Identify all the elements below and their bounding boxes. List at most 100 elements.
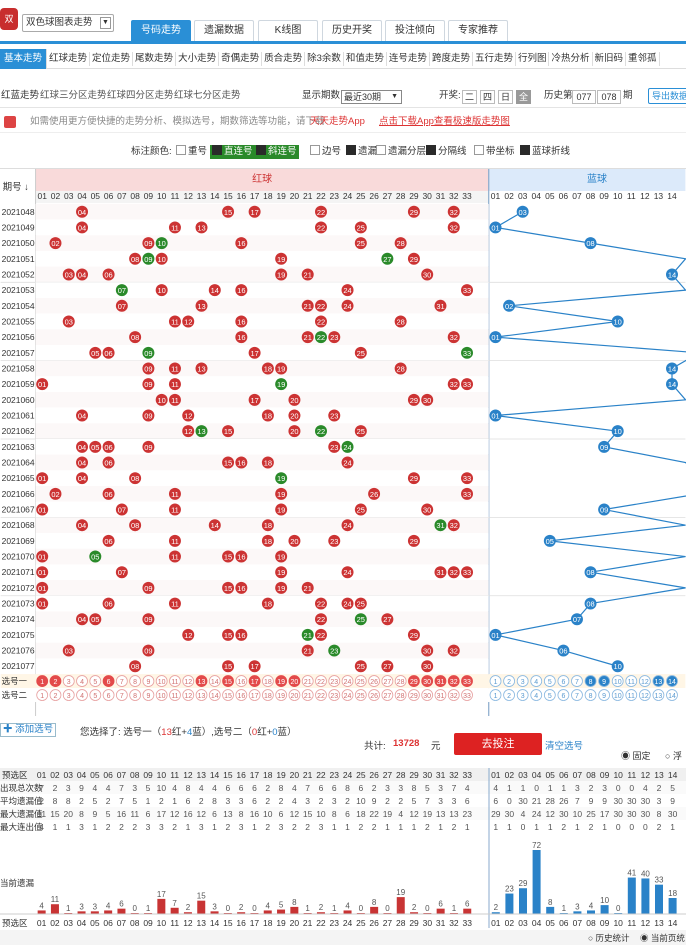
pick-blue-ball[interactable] <box>571 675 583 687</box>
pick-red-ball[interactable] <box>421 675 434 687</box>
pick-blue-ball[interactable] <box>557 689 570 701</box>
sub-nav-item-12[interactable]: 行列图 <box>516 52 550 66</box>
pick-red-ball[interactable] <box>434 689 447 701</box>
legend-toggle-0[interactable]: 重号 <box>176 142 207 162</box>
bet-button[interactable]: 去投注 <box>454 733 542 755</box>
pick-red-ball[interactable] <box>222 675 234 687</box>
pick-blue-ball[interactable] <box>543 675 556 687</box>
sub-nav-item-9[interactable]: 连号走势 <box>387 52 430 66</box>
pick-blue-ball[interactable] <box>598 689 611 701</box>
pick-red-ball[interactable] <box>328 675 341 687</box>
pick-red-ball[interactable] <box>142 675 155 687</box>
sub-nav-item-6[interactable]: 质合走势 <box>262 52 306 66</box>
sub-nav-item-3[interactable]: 尾数走势 <box>133 52 177 66</box>
sub-nav-item-8[interactable]: 和值走势 <box>344 52 387 66</box>
pick-red-ball[interactable] <box>62 689 75 701</box>
pick-red-ball[interactable] <box>76 689 88 701</box>
pick-red-ball[interactable] <box>301 689 314 701</box>
pick-red-ball[interactable] <box>341 675 354 687</box>
pick-red-ball[interactable] <box>129 689 142 701</box>
pick-red-ball[interactable] <box>394 675 407 687</box>
export-data-button[interactable]: 导出数据 <box>648 88 686 104</box>
pick-blue-ball[interactable] <box>666 675 678 687</box>
pick-red-ball[interactable] <box>49 689 62 701</box>
pick-red-ball[interactable] <box>341 689 354 701</box>
history-to-input[interactable]: 078 <box>597 90 621 104</box>
pick-red-ball[interactable] <box>195 675 208 687</box>
pick-blue-ball[interactable] <box>652 689 665 701</box>
pick-red-ball[interactable] <box>381 675 394 687</box>
pick-blue-ball[interactable] <box>516 675 529 687</box>
pick-red-ball[interactable] <box>315 675 327 687</box>
pick-red-ball[interactable] <box>102 675 115 687</box>
legend-toggle-7[interactable]: 带坐标 <box>474 142 515 162</box>
pick-red-ball[interactable] <box>315 689 327 701</box>
top-tab-4[interactable]: 投注倾向 <box>385 20 445 41</box>
sub-nav-item-7[interactable]: 除3余数 <box>305 52 344 66</box>
pick-red-ball[interactable] <box>115 675 128 687</box>
pick-red-ball[interactable] <box>222 689 234 701</box>
pick-red-ball[interactable] <box>49 675 62 687</box>
pick-red-ball[interactable] <box>434 675 447 687</box>
top-tab-0[interactable]: 号码走势 <box>131 20 191 41</box>
pick-red-ball[interactable] <box>354 675 367 687</box>
pick-red-ball[interactable] <box>129 675 142 687</box>
pick-blue-ball[interactable] <box>638 689 651 701</box>
pick-red-ball[interactable] <box>155 689 168 701</box>
download-app-link[interactable]: 天天走势App <box>310 116 365 127</box>
legend-toggle-1[interactable]: 直连号 <box>210 145 255 159</box>
pick-red-ball[interactable] <box>208 675 221 687</box>
pick-red-ball[interactable] <box>368 689 380 701</box>
pick-red-ball[interactable] <box>408 689 420 701</box>
pick-red-ball[interactable] <box>76 675 88 687</box>
pick-red-ball[interactable] <box>447 689 460 701</box>
pick-blue-ball[interactable] <box>652 675 665 687</box>
history-from-input[interactable]: 077 <box>572 90 596 104</box>
pick-red-ball[interactable] <box>381 689 394 701</box>
pick-red-ball[interactable] <box>182 689 195 701</box>
pick-red-ball[interactable] <box>275 689 288 701</box>
pick-red-ball[interactable] <box>195 689 208 701</box>
pick-red-ball[interactable] <box>169 675 181 687</box>
chart-type-select[interactable]: 双色球图表走势 ▼ <box>22 14 114 32</box>
filter-tue[interactable]: 二 <box>462 90 477 104</box>
pick-red-ball[interactable] <box>36 689 49 701</box>
pick-red-ball[interactable] <box>115 689 128 701</box>
sub-nav-item-4[interactable]: 大小走势 <box>176 52 220 66</box>
sub-nav-item-2[interactable]: 定位走势 <box>90 52 134 66</box>
legend-toggle-5[interactable]: 遗漏分层 <box>376 142 426 162</box>
pick-red-ball[interactable] <box>261 689 274 701</box>
pick-blue-ball[interactable] <box>598 675 611 687</box>
link-red-4zone[interactable]: 红球四分区走势 <box>107 90 174 101</box>
pick-red-ball[interactable] <box>89 689 102 701</box>
pick-red-ball[interactable] <box>248 689 261 701</box>
app-speed-link[interactable]: 点击下载App查看极速版走势图 <box>379 116 510 127</box>
legend-toggle-6[interactable]: 分隔线 <box>426 142 467 162</box>
pick-red-ball[interactable] <box>182 675 195 687</box>
pick-red-ball[interactable] <box>354 689 367 701</box>
top-tab-1[interactable]: 遗漏数据 <box>194 20 254 41</box>
link-red-7zone[interactable]: 红球七分区走势 <box>174 90 241 101</box>
pick-red-ball[interactable] <box>248 675 261 687</box>
pick-blue-ball[interactable] <box>611 675 624 687</box>
pick-red-ball[interactable] <box>89 675 102 687</box>
pick-red-ball[interactable] <box>62 675 75 687</box>
pick-blue-ball[interactable] <box>625 675 638 687</box>
top-tab-2[interactable]: K线图 <box>258 20 318 41</box>
link-red-3zone[interactable]: 红球三分区走势 <box>40 90 107 101</box>
clear-selection-link[interactable]: 清空选号 <box>545 741 584 752</box>
pick-blue-ball[interactable] <box>543 689 556 701</box>
pick-red-ball[interactable] <box>208 689 221 701</box>
legend-toggle-8[interactable]: 蓝球折线 <box>520 142 570 162</box>
pick-blue-ball[interactable] <box>638 675 651 687</box>
sub-nav-item-0[interactable]: 基本走势 <box>0 49 48 69</box>
sub-nav-item-14[interactable]: 新旧码 <box>593 52 627 66</box>
pick-red-ball[interactable] <box>169 689 181 701</box>
pick-blue-ball[interactable] <box>503 675 515 687</box>
pick-red-ball[interactable] <box>461 689 473 701</box>
pick-red-ball[interactable] <box>408 675 420 687</box>
pick-red-ball[interactable] <box>288 689 301 701</box>
period-select[interactable]: 最近30期 ▼ <box>341 90 402 104</box>
pick-red-ball[interactable] <box>301 675 314 687</box>
float-radio[interactable]: ○ 浮 <box>665 751 682 761</box>
